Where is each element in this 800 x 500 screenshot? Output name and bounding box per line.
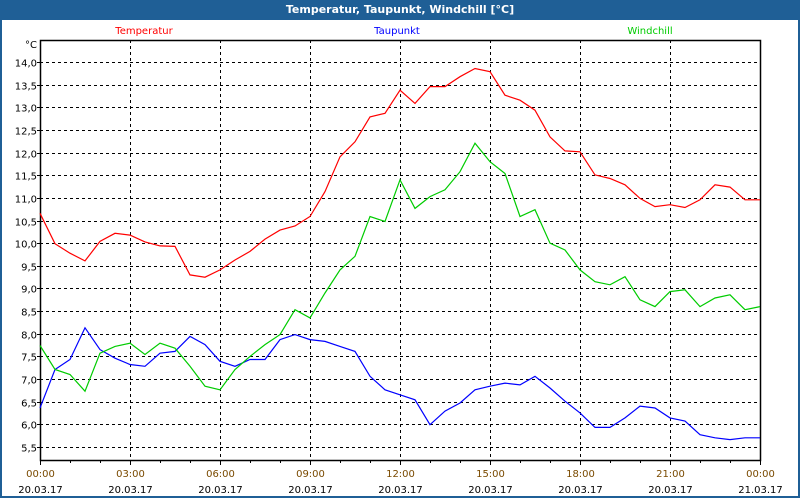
x-tick-time: 00:00: [746, 469, 775, 480]
legend-taupunkt: Taupunkt: [373, 26, 420, 37]
x-tick-time: 00:00: [26, 469, 55, 480]
x-tick-time: 15:00: [476, 469, 505, 480]
x-tick-time: 21:00: [656, 469, 685, 480]
y-tick-label: 9,0: [21, 285, 37, 296]
y-axis-unit: °C: [25, 40, 37, 51]
y-tick-label: 14,0: [15, 59, 37, 70]
y-tick-label: 7,5: [21, 353, 37, 364]
x-tick-date: 20.03.17: [108, 485, 153, 496]
y-tick-label: 12,5: [15, 127, 37, 138]
y-tick-label: 11,0: [15, 195, 37, 206]
y-tick-label: 12,0: [15, 150, 37, 161]
y-tick-label: 10,5: [15, 218, 37, 229]
chart-title: Temperatur, Taupunkt, Windchill [°C]: [0, 0, 800, 20]
x-tick-date: 20.03.17: [288, 485, 333, 496]
x-tick-date: 20.03.17: [558, 485, 603, 496]
x-tick-time: 09:00: [296, 469, 325, 480]
y-tick-label: 6,0: [21, 421, 37, 432]
y-tick-label: 7,0: [21, 376, 37, 387]
x-tick-date: 21.03.17: [738, 485, 783, 496]
y-tick-label: 5,5: [21, 444, 37, 455]
y-tick-label: 6,5: [21, 399, 37, 410]
y-tick-label: 13,5: [15, 82, 37, 93]
y-tick-label: 8,5: [21, 308, 37, 319]
y-tick-label: 13,0: [15, 104, 37, 115]
x-tick-date: 20.03.17: [198, 485, 243, 496]
series-line-taupunkt: [39, 326, 760, 441]
legend-windchill: Windchill: [627, 26, 672, 37]
y-tick-label: 9,5: [21, 263, 37, 274]
x-tick-time: 18:00: [566, 469, 595, 480]
x-tick-time: 03:00: [116, 469, 145, 480]
series-line-windchill: [39, 142, 761, 393]
legend-temperatur: Temperatur: [114, 26, 173, 37]
series-line-temperatur: [39, 67, 760, 278]
x-tick-date: 20.03.17: [378, 485, 423, 496]
x-tick-date: 20.03.17: [18, 485, 63, 496]
x-tick-time: 12:00: [386, 469, 415, 480]
x-tick-time: 06:00: [206, 469, 235, 480]
plot-frame: [39, 39, 762, 462]
y-tick-label: 10,0: [15, 240, 37, 251]
y-tick-label: 8,0: [21, 331, 37, 342]
x-tick-date: 20.03.17: [468, 485, 513, 496]
y-tick-label: 11,5: [15, 172, 37, 183]
x-tick-date: 20.03.17: [648, 485, 693, 496]
